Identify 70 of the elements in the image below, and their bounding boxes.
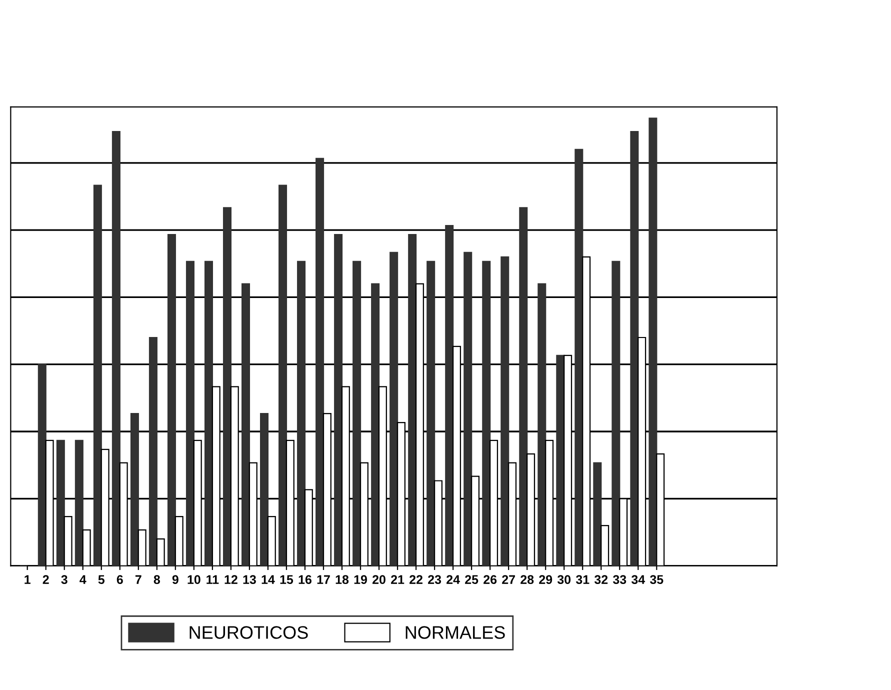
x-tick-label: 29 xyxy=(539,575,552,584)
x-tick-label: 18 xyxy=(336,575,349,584)
x-tick-label: 1 xyxy=(24,575,30,584)
bar xyxy=(408,234,417,566)
bar xyxy=(297,260,306,566)
x-tick-label: 26 xyxy=(484,575,497,584)
x-tick-label: 19 xyxy=(354,575,367,584)
x-tick-label: 11 xyxy=(206,575,219,584)
x-tick-label: 2 xyxy=(42,575,49,584)
x-tick-label: 35 xyxy=(650,575,664,584)
bar xyxy=(148,336,158,566)
x-tick-label: 14 xyxy=(262,575,275,584)
bar xyxy=(371,283,380,566)
bar xyxy=(222,207,232,566)
bar xyxy=(426,260,436,566)
x-tick-label: 8 xyxy=(154,575,160,584)
bar xyxy=(112,131,120,566)
bar xyxy=(612,260,620,566)
x-tick-label: 24 xyxy=(446,575,460,584)
bar xyxy=(334,234,343,566)
bar xyxy=(574,148,584,566)
bar xyxy=(74,440,84,566)
bar xyxy=(186,260,194,566)
x-tick-label: 12 xyxy=(224,575,238,584)
bar xyxy=(538,283,546,566)
x-tick-label: 10 xyxy=(188,575,200,584)
bar xyxy=(352,260,362,566)
x-tick-label: 22 xyxy=(410,575,422,584)
bar xyxy=(390,252,398,566)
x-tick-label: 17 xyxy=(317,575,330,584)
x-tick-label: 15 xyxy=(280,575,294,584)
x-tick-label: 27 xyxy=(502,575,515,584)
bar xyxy=(56,440,65,566)
bar xyxy=(630,131,639,566)
x-tick-label: 13 xyxy=(243,575,256,584)
x-tick-label: 31 xyxy=(576,575,590,584)
bar xyxy=(93,184,102,566)
x-tick-label: 23 xyxy=(428,575,442,584)
x-tick-label: 6 xyxy=(116,575,123,584)
bar xyxy=(38,364,46,566)
legend-label: NORMALES xyxy=(406,626,505,639)
bar xyxy=(260,413,269,566)
bar xyxy=(241,283,250,566)
x-tick-label: 21 xyxy=(391,575,404,584)
x-tick-label: 32 xyxy=(594,575,608,584)
x-tick-label: 3 xyxy=(61,575,68,584)
bar xyxy=(204,260,213,566)
x-tick-label: 30 xyxy=(557,575,571,584)
bar xyxy=(316,158,324,566)
bar xyxy=(445,225,454,566)
bar xyxy=(278,184,288,566)
x-tick-label: 33 xyxy=(612,575,626,584)
bar xyxy=(648,118,658,566)
x-tick-label: 34 xyxy=(631,575,646,584)
bar xyxy=(130,413,139,566)
bar xyxy=(519,207,528,566)
x-tick-label: 28 xyxy=(520,575,534,584)
x-tick-label: 25 xyxy=(465,575,478,584)
bar xyxy=(464,252,472,566)
legend-label: NEUROTICOS xyxy=(190,626,308,639)
bar xyxy=(167,234,176,566)
bar xyxy=(593,462,602,566)
x-tick-label: 7 xyxy=(135,575,142,584)
bar xyxy=(482,260,491,566)
x-tick-label: 20 xyxy=(372,575,386,584)
x-tick-label: 9 xyxy=(172,575,178,584)
x-tick-label: 4 xyxy=(80,575,86,584)
x-tick-label: 16 xyxy=(298,575,312,584)
bar xyxy=(500,256,510,566)
x-tick-label: 5 xyxy=(98,575,105,584)
